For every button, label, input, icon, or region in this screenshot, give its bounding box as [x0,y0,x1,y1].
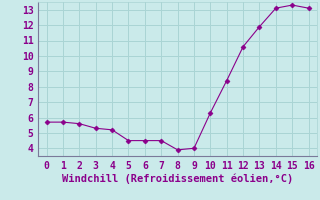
X-axis label: Windchill (Refroidissement éolien,°C): Windchill (Refroidissement éolien,°C) [62,174,293,184]
